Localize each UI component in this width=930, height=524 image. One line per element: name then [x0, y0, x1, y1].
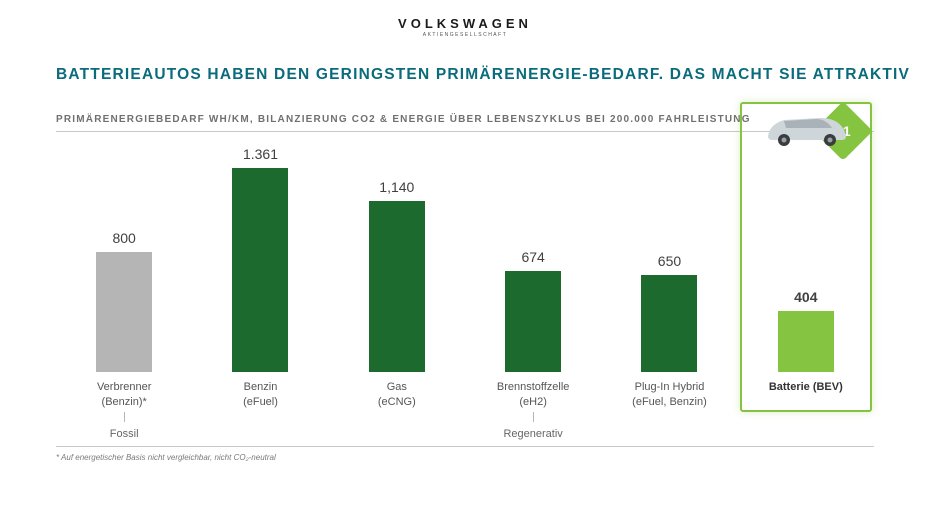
brand-name: VOLKSWAGEN — [0, 0, 930, 31]
bar-column: 1,140 — [329, 179, 465, 372]
bar — [505, 271, 561, 372]
bar-column: 1.361 — [192, 146, 328, 372]
bar-category-label: Plug-In Hybrid(eFuel, Benzin) — [601, 380, 737, 410]
bar-column: 800 — [56, 230, 192, 372]
group-label: Regenerativ — [192, 428, 874, 440]
bar — [369, 201, 425, 372]
slide-title: BATTERIEAUTOS HABEN DEN GERINGSTEN PRIMÄ… — [56, 66, 930, 84]
bar-column: 674 — [465, 249, 601, 372]
bar-column: 650 — [601, 253, 737, 373]
group-label: Fossil — [56, 428, 192, 440]
bar-value-label: 800 — [112, 230, 135, 246]
brand-subtext: AKTIENGESELLSCHAFT — [0, 32, 930, 38]
bar-value-label: 650 — [658, 253, 681, 269]
bar-value-label: 674 — [521, 249, 544, 265]
bar-category-label: Benzin(eFuel) — [192, 380, 328, 410]
bar-category-label: Brennstoffzelle(eH2) — [465, 380, 601, 410]
bar — [96, 252, 152, 372]
bar-value-label: 1.361 — [243, 146, 278, 162]
bar-value-label: 1,140 — [379, 179, 414, 195]
bar-chart: 8001.3611,140674650404 Verbrenner(Benzin… — [56, 132, 874, 432]
bar — [641, 275, 697, 373]
bar-category-label: Verbrenner(Benzin)* — [56, 380, 192, 410]
car-illustration-icon — [760, 106, 852, 150]
bar — [232, 168, 288, 372]
bar-category-label: Gas(eCNG) — [329, 380, 465, 410]
